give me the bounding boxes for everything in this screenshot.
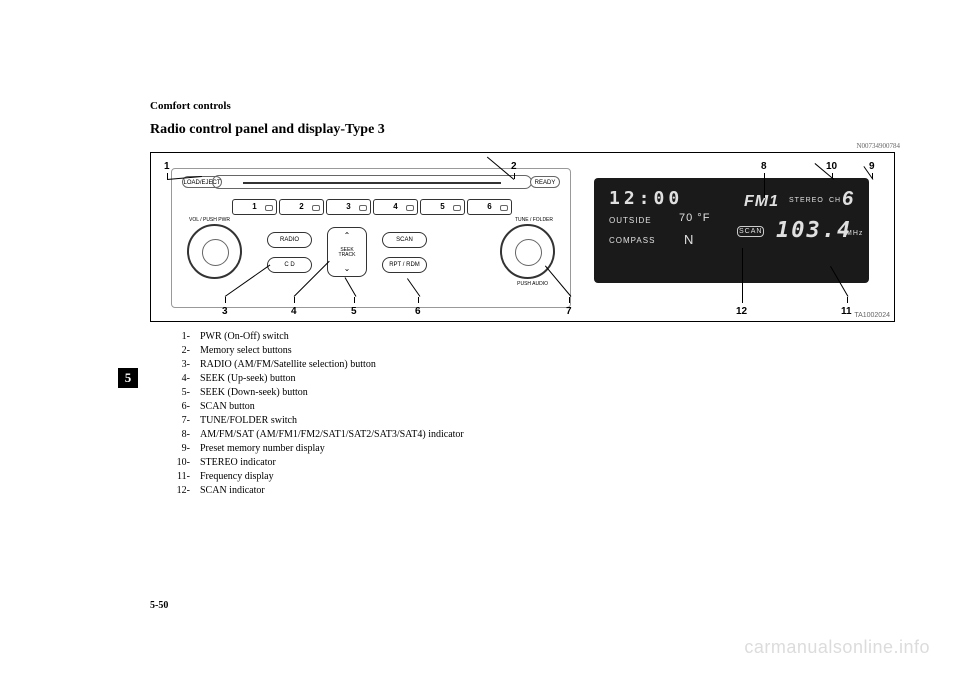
display-band: FM1	[744, 193, 779, 211]
display-temperature: 70 °F	[679, 212, 710, 224]
callout-6: 6	[415, 306, 421, 317]
ready-indicator: READY	[530, 176, 560, 188]
leader-line	[418, 297, 419, 303]
display-scan: SCAN	[739, 228, 762, 235]
preset-4: 4	[373, 199, 418, 215]
rpt-rdm-button: RPT / RDM	[382, 257, 427, 273]
display-direction: N	[684, 232, 694, 247]
callout-4: 4	[291, 306, 297, 317]
legend-item: 6-SCAN button	[170, 400, 900, 414]
scan-button: SCAN	[382, 232, 427, 248]
display-frequency: 103.4	[776, 218, 852, 243]
legend-list: 1-PWR (On-Off) switch 2-Memory select bu…	[170, 330, 900, 498]
callout-11: 11	[841, 306, 852, 317]
display-compass-label: COMPASS	[609, 236, 655, 245]
preset-2: 2	[279, 199, 324, 215]
display-ch-label: CH	[829, 197, 841, 204]
vol-pwr-label: VOL / PUSH PWR	[189, 217, 230, 223]
chapter-tab: 5	[118, 368, 138, 388]
document-id: N00734900784	[150, 142, 900, 150]
callout-9: 9	[869, 161, 875, 172]
display-unit: MHz	[846, 230, 863, 237]
legend-item: 11-Frequency display	[170, 470, 900, 484]
preset-row: 1 2 3 4 5 6	[232, 199, 512, 215]
legend-item: 1-PWR (On-Off) switch	[170, 330, 900, 344]
page-number: 5-50	[150, 600, 168, 611]
leader-line	[742, 248, 743, 303]
push-audio-label: PUSH AUDIO	[517, 281, 548, 287]
leader-line	[847, 297, 848, 303]
legend-item: 12-SCAN indicator	[170, 484, 900, 498]
seek-down-icon: ⌄	[328, 264, 366, 273]
figure-id: TA1002024	[854, 312, 890, 319]
tune-folder-label: TUNE / FOLDER	[515, 217, 553, 223]
display-outside-label: OUTSIDE	[609, 216, 652, 225]
display-stereo: STEREO	[789, 197, 824, 204]
seek-up-icon: ⌃	[328, 231, 366, 240]
callout-2: 2	[511, 161, 517, 172]
leader-line	[225, 297, 226, 303]
legend-item: 7-TUNE/FOLDER switch	[170, 414, 900, 428]
radio-face-panel: LOAD/EJECT READY 1 2 3 4 5 6 VOL / PUSH …	[171, 168, 571, 308]
callout-8: 8	[761, 161, 767, 172]
legend-item: 4-SEEK (Up-seek) button	[170, 372, 900, 386]
legend-item: 9-Preset memory number display	[170, 442, 900, 456]
leader-line	[354, 297, 355, 303]
legend-item: 3-RADIO (AM/FM/Satellite selection) butt…	[170, 358, 900, 372]
leader-line	[764, 173, 765, 198]
preset-6: 6	[467, 199, 512, 215]
legend-item: 2-Memory select buttons	[170, 344, 900, 358]
callout-7: 7	[566, 306, 572, 317]
tune-folder-knob	[500, 224, 555, 279]
track-label: TRACK	[339, 252, 356, 258]
radio-display: 12:00 OUTSIDE 70 °F COMPASS N FM1 STEREO…	[594, 178, 869, 283]
cd-button: C D	[267, 257, 312, 273]
radio-button: RADIO	[267, 232, 312, 248]
watermark: carmanualsonline.info	[744, 637, 930, 658]
callout-12: 12	[736, 306, 747, 317]
callout-1: 1	[164, 161, 170, 172]
legend-item: 8-AM/FM/SAT (AM/FM1/FM2/SAT1/SAT2/SAT3/S…	[170, 428, 900, 442]
display-time: 12:00	[609, 188, 683, 209]
section-header: Comfort controls	[150, 100, 900, 112]
legend-item: 10-STEREO indicator	[170, 456, 900, 470]
volume-power-knob	[187, 224, 242, 279]
display-preset-num: 6	[842, 188, 854, 211]
seek-track-rocker: ⌃ SEEK TRACK ⌄	[327, 227, 367, 277]
preset-5: 5	[420, 199, 465, 215]
figure-radio-panel: LOAD/EJECT READY 1 2 3 4 5 6 VOL / PUSH …	[150, 152, 895, 322]
preset-1: 1	[232, 199, 277, 215]
leader-line	[569, 297, 570, 303]
page-title: Radio control panel and display-Type 3	[150, 122, 900, 138]
callout-3: 3	[222, 306, 228, 317]
callout-5: 5	[351, 306, 357, 317]
preset-3: 3	[326, 199, 371, 215]
callout-10: 10	[826, 161, 837, 172]
leader-line	[294, 297, 295, 303]
legend-item: 5-SEEK (Down-seek) button	[170, 386, 900, 400]
cd-slot	[212, 175, 532, 189]
